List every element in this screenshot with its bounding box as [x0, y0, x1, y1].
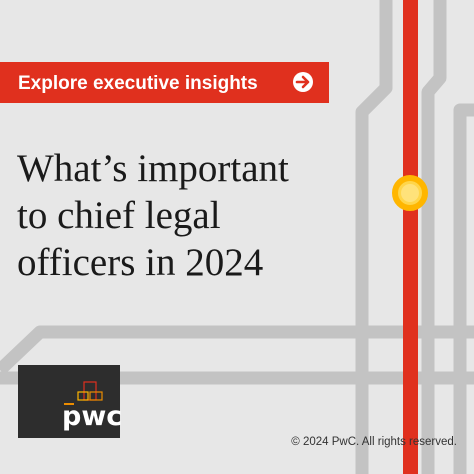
route-line — [0, 325, 474, 375]
logo-block — [77, 391, 89, 401]
highlight-route — [403, 0, 418, 474]
route-marker-center — [401, 184, 419, 202]
cta-banner[interactable] — [0, 62, 329, 103]
logo-block — [89, 391, 103, 401]
route-line — [355, 0, 393, 474]
logo-text: pwc — [62, 401, 122, 432]
route-line — [453, 103, 474, 474]
headline-line: What’s important — [17, 147, 289, 190]
logo-box — [18, 365, 120, 438]
cta-arrow — [295, 75, 310, 89]
logo-mark — [77, 381, 103, 401]
route-line — [421, 0, 447, 474]
headline-line: officers in 2024 — [17, 241, 263, 284]
headline-line: to chief legal — [17, 194, 221, 237]
cta-label[interactable]: Explore executive insights — [18, 73, 258, 94]
copyright: © 2024 PwC. All rights reserved. — [291, 436, 457, 448]
logo-dash — [64, 403, 74, 405]
